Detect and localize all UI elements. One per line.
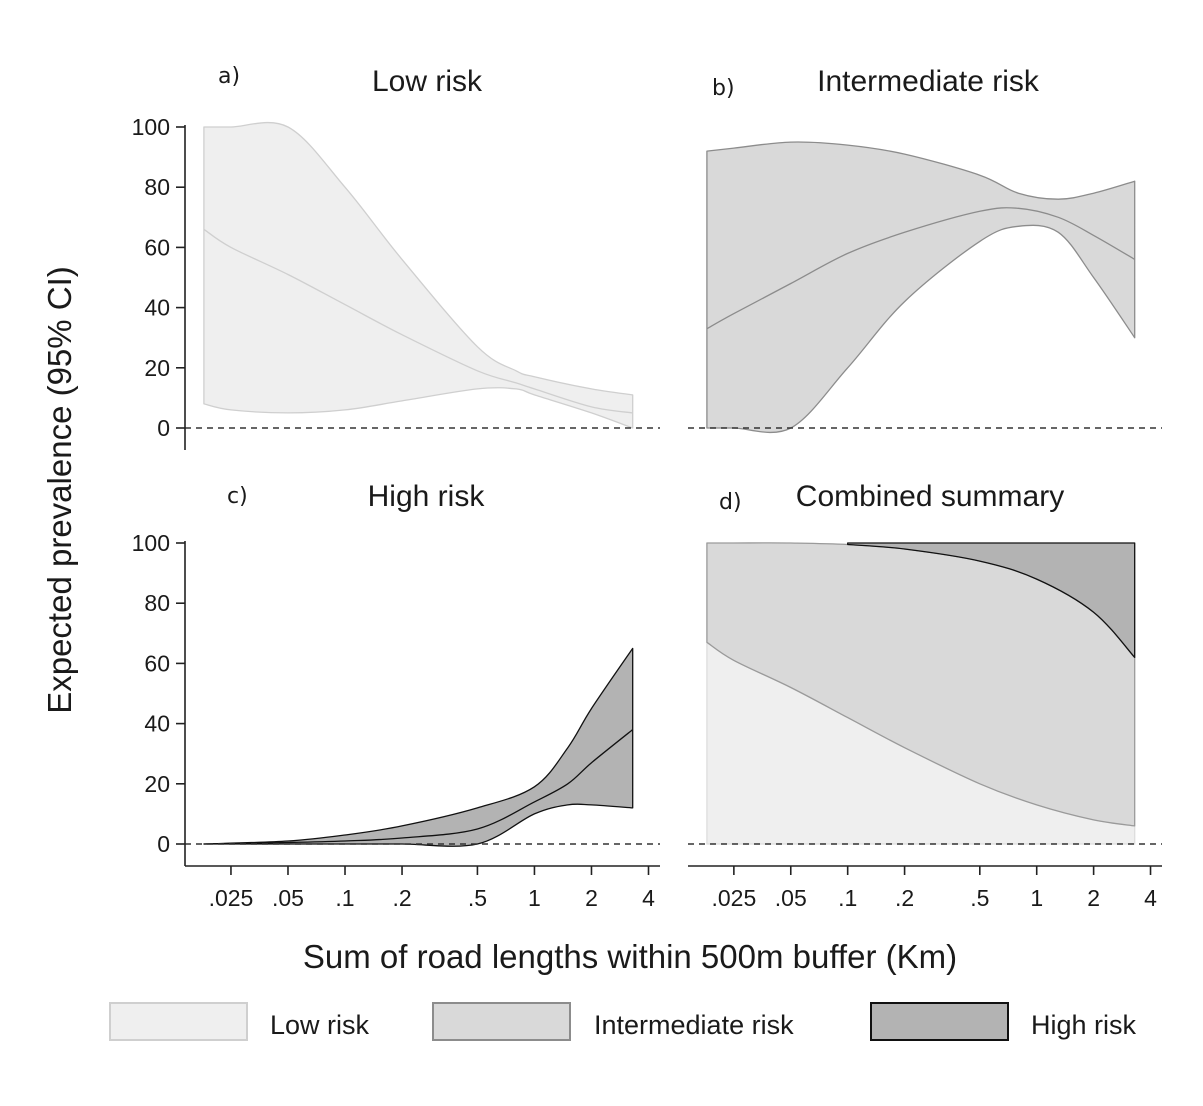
panel-tag: b): [712, 76, 735, 101]
y-tick-label: 80: [144, 174, 170, 200]
panel-title: Combined summary: [796, 480, 1064, 513]
x-tick-label: 1: [1030, 885, 1043, 911]
y-tick-label: 0: [157, 831, 170, 857]
x-tick-label: .5: [970, 885, 989, 911]
x-tick-label: 4: [642, 885, 655, 911]
y-tick-label: 40: [144, 295, 170, 321]
panel-tag: d): [719, 490, 742, 515]
band-high-risk: [203, 647, 634, 847]
panel-tag: c): [227, 484, 248, 509]
band-high-risk: [847, 542, 1136, 659]
legend: Low risk Intermediate risk High risk: [109, 1002, 1137, 1041]
legend-swatch-low-risk: [109, 1002, 248, 1041]
y-tick-label: 60: [144, 234, 170, 260]
panel-c: 0 20 40 60 80 100 .025 .05 .1 .2 .5 1 2 4 High risk c): [132, 480, 660, 911]
panel-title: High risk: [368, 480, 486, 513]
legend-label-low-risk: Low risk: [270, 1010, 370, 1040]
x-tick-label: .05: [775, 885, 807, 911]
x-axis-title: Sum of road lengths within 500m buffer (…: [303, 938, 957, 975]
x-tick-label: .1: [335, 885, 354, 911]
x-tick-label: .1: [838, 885, 857, 911]
panel-title: Low risk: [372, 65, 483, 98]
legend-swatch-high-risk: [870, 1002, 1009, 1041]
panel-tag: a): [218, 64, 240, 89]
x-tick-label: 1: [528, 885, 541, 911]
x-tick-label: .025: [711, 885, 756, 911]
y-tick-label: 20: [144, 355, 170, 381]
panel-d: .025 .05 .1 .2 .5 1 2 4 Combined summary d): [688, 480, 1162, 911]
y-tick-label: 80: [144, 590, 170, 616]
legend-label-high-risk: High risk: [1031, 1010, 1137, 1040]
x-tick-label: .05: [272, 885, 304, 911]
legend-swatch-intermediate-risk: [432, 1002, 571, 1041]
x-tick-label: .5: [468, 885, 487, 911]
panel-a: 0 20 40 60 80 100 Low risk a): [132, 64, 660, 450]
x-tick-label: 2: [1087, 885, 1100, 911]
x-tick-label: .025: [209, 885, 254, 911]
x-tick-label: 4: [1144, 885, 1157, 911]
y-tick-label: 20: [144, 771, 170, 797]
panel-title: Intermediate risk: [817, 65, 1040, 98]
x-tick-label: .2: [392, 885, 411, 911]
x-tick-label: 2: [585, 885, 598, 911]
y-tick-label: 100: [132, 530, 170, 556]
band-low-risk: [203, 121, 634, 429]
x-tick-label: .2: [895, 885, 914, 911]
y-tick-label: 100: [132, 114, 170, 140]
y-tick-label: 40: [144, 711, 170, 737]
y-axis-title: Expected prevalence (95% CI): [41, 266, 78, 714]
y-tick-label: 0: [157, 415, 170, 441]
panel-b: Intermediate risk b): [688, 65, 1162, 434]
band-intermediate-risk: [706, 542, 1136, 827]
mean-line: [706, 207, 1136, 330]
legend-label-intermediate-risk: Intermediate risk: [594, 1010, 794, 1040]
mean-line: [203, 228, 633, 414]
mean-line: [203, 729, 634, 845]
band-intermediate-risk: [706, 141, 1136, 434]
y-tick-label: 60: [144, 650, 170, 676]
